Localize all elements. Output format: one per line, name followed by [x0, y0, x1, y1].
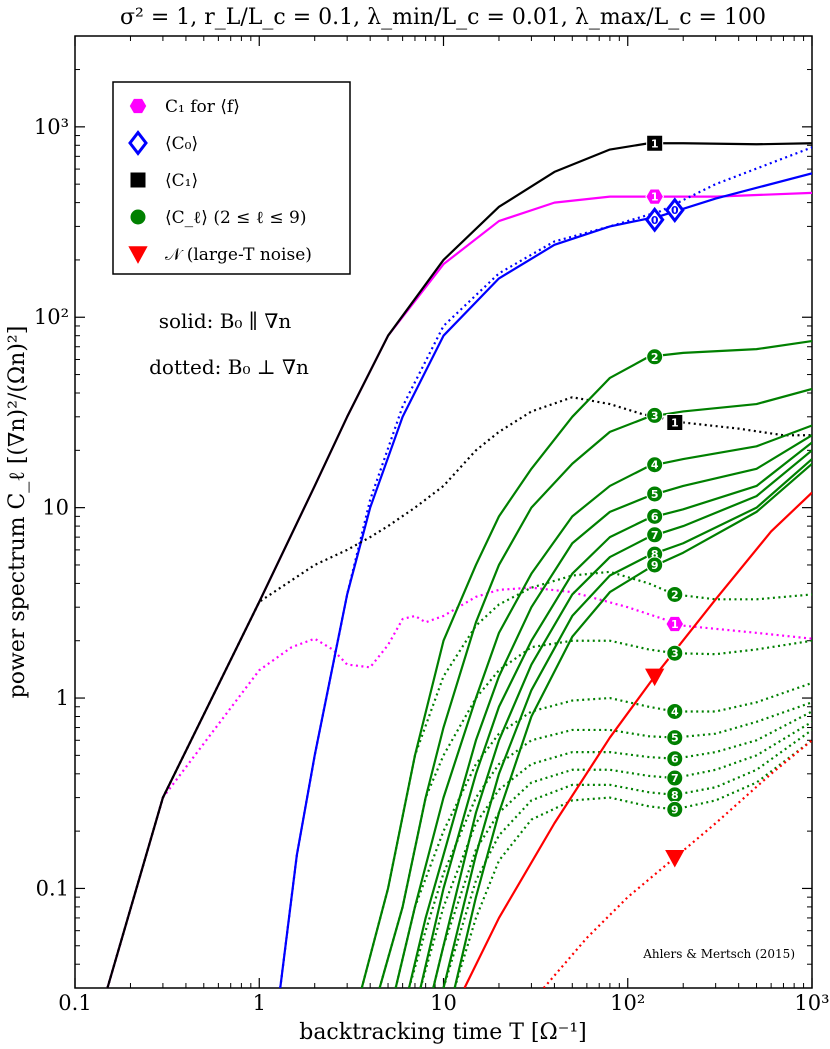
- series-line-3: [279, 146, 812, 988]
- series-marker-6: 2: [646, 348, 664, 366]
- legend-marker-1: [128, 130, 148, 156]
- marker-label: 9: [651, 559, 659, 572]
- series-line-12: [442, 458, 812, 988]
- series-line-19: [432, 720, 812, 988]
- x-tick-label: 0.1: [58, 991, 91, 1015]
- marker-label: 1: [671, 618, 679, 631]
- series-line-23: [542, 739, 812, 988]
- y-tick-label: 10³: [34, 115, 69, 139]
- series-marker-4: 1: [646, 134, 664, 152]
- series-line-14: [360, 570, 812, 988]
- series-line-17: [407, 701, 812, 988]
- legend-box: [112, 81, 351, 275]
- marker-label: 4: [651, 459, 659, 472]
- series-marker-15: 3: [666, 644, 684, 662]
- series-marker-3: 0: [664, 197, 685, 224]
- series-line-5: [106, 396, 812, 988]
- marker-label: 6: [651, 510, 659, 523]
- x-tick-label: 10²: [610, 991, 645, 1015]
- marker-label: 7: [671, 772, 679, 785]
- series-line-22: [463, 491, 812, 988]
- legend-marker-3: [129, 208, 147, 226]
- series-line-20: [442, 729, 812, 988]
- series-marker-20: 8: [666, 786, 684, 804]
- series-marker-10: 6: [646, 507, 664, 525]
- series-marker-17: 5: [666, 729, 684, 747]
- marker-label: 5: [671, 732, 679, 745]
- series-marker-8: 4: [646, 456, 664, 474]
- series-line-1: [106, 586, 812, 988]
- marker-label: 1: [671, 417, 679, 430]
- legend-label-1: ⟨C₀⟩: [165, 134, 198, 154]
- series-marker-7: 3: [646, 406, 664, 424]
- marker-label: 8: [671, 789, 679, 802]
- marker-label: 2: [671, 588, 679, 601]
- marker-label: 2: [651, 351, 659, 364]
- series-marker-14: 2: [666, 585, 684, 603]
- series-marker-1: 1: [665, 615, 685, 633]
- series-marker-0: 1: [645, 188, 665, 205]
- marker-label: 3: [671, 647, 679, 660]
- marker-label: 1: [651, 191, 659, 204]
- series-line-16: [394, 681, 812, 988]
- y-axis-label: power spectrum C_ℓ [(∇n)²/(Ωn)²]: [5, 326, 30, 699]
- y-tick-label: 0.1: [36, 876, 69, 900]
- annotation-solid: solid: B₀ ∥ ∇n: [159, 309, 292, 333]
- series-marker-18: 6: [666, 750, 684, 768]
- annotation-dotted: dotted: B₀ ⊥ ∇n: [149, 355, 309, 379]
- series-marker-13: 9: [646, 556, 664, 574]
- legend-marker-0: [128, 97, 148, 115]
- y-tick-label: 1: [56, 686, 69, 710]
- legend-label-0: C₁ for ⟨f⟩: [165, 97, 240, 117]
- marker-label: 5: [651, 488, 659, 501]
- legend-label-3: ⟨C_ℓ⟩ (2 ≤ ℓ ≤ 9): [165, 208, 306, 228]
- marker-label: 3: [651, 409, 659, 422]
- legend: C₁ for ⟨f⟩ ⟨C₀⟩ ⟨C₁⟩ ⟨C_ℓ⟩ (2 ≤ ℓ ≤ 9) 𝒩 (la…: [112, 81, 351, 275]
- series-marker-11: 7: [646, 526, 664, 544]
- credit-text: Ahlers & Mertsch (2015): [642, 947, 795, 961]
- series-line-4: [106, 142, 812, 988]
- series-line-21: [453, 739, 812, 988]
- legend-label-2: ⟨C₁⟩: [165, 171, 198, 191]
- series-marker-19: 7: [666, 769, 684, 787]
- marker-label: 4: [671, 705, 679, 718]
- marker-label: 8: [651, 548, 659, 561]
- marker-label: 9: [671, 803, 679, 816]
- x-tick-label: 1: [253, 991, 266, 1015]
- marker-label: 0: [651, 214, 659, 227]
- series-marker-22: [645, 668, 665, 687]
- legend-marker-4: [128, 246, 148, 264]
- chart-title: σ² = 1, r_L/L_c = 0.1, λ_min/L_c = 0.01,…: [120, 5, 766, 30]
- series-line-8: [394, 424, 812, 988]
- data-series: [106, 142, 812, 988]
- x-tick-label: 10³: [794, 991, 829, 1015]
- marker-label: 6: [671, 753, 679, 766]
- series-line-10: [419, 441, 812, 988]
- series-line-6: [360, 339, 812, 988]
- x-tick-label: 10: [430, 991, 457, 1015]
- marker-label: 7: [651, 529, 659, 542]
- legend-label-4: 𝒩 (large-T noise): [165, 245, 312, 265]
- series-marker-16: 4: [666, 702, 684, 720]
- series-line-7: [378, 387, 812, 988]
- series-line-11: [432, 449, 812, 988]
- series-marker-9: 5: [646, 485, 664, 503]
- series-line-15: [378, 639, 812, 988]
- series-marker-5: 1: [666, 414, 684, 432]
- legend-marker-2: [129, 171, 147, 189]
- series-line-9: [407, 434, 812, 988]
- series-marker-23: [665, 850, 685, 868]
- y-tick-label: 10: [42, 496, 69, 520]
- marker-label: 1: [651, 137, 659, 150]
- x-axis-label: backtracking time T [Ω⁻¹]: [299, 1020, 587, 1045]
- y-tick-label: 10²: [34, 305, 69, 329]
- series-line-13: [453, 462, 812, 988]
- series-marker-2: 0: [644, 206, 665, 233]
- marker-label: 0: [671, 204, 679, 217]
- series-marker-21: 9: [666, 800, 684, 818]
